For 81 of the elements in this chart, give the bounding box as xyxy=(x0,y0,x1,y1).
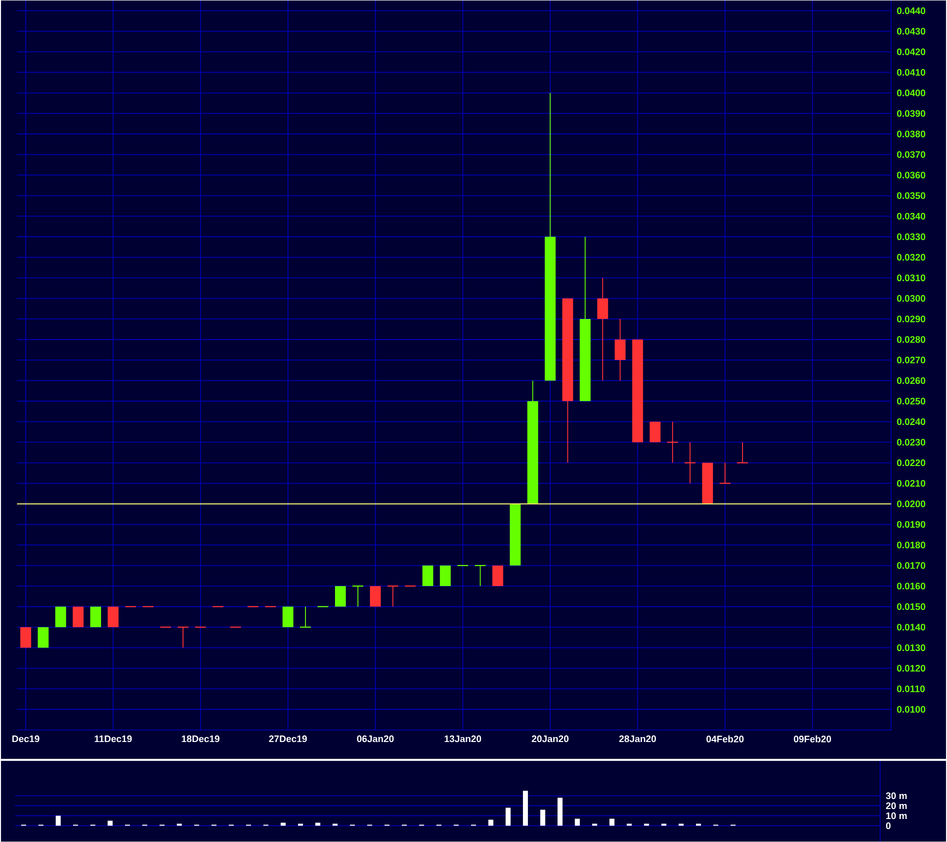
y-tick-label: 0.0360 xyxy=(897,172,926,178)
y-tick-label: 0.0300 xyxy=(897,294,926,302)
x-tick-label: 20Jan20 xyxy=(532,735,569,742)
candlestick xyxy=(719,462,732,484)
x-tick-label: 04Feb20 xyxy=(706,735,744,742)
x-tick-label: Dec19 xyxy=(12,735,40,742)
candlestick xyxy=(282,606,294,628)
candlestick xyxy=(684,442,696,484)
y-tick-label: 0.0380 xyxy=(897,130,926,138)
bar xyxy=(315,822,320,826)
bar xyxy=(506,808,511,826)
candlestick xyxy=(614,318,626,381)
y-tick-label: 0.0160 xyxy=(897,582,926,590)
y-tick-label: 30 m xyxy=(886,792,907,800)
y-tick-label: 0.0210 xyxy=(897,480,926,487)
y-tick-label: 0.0200 xyxy=(897,500,926,508)
bar xyxy=(540,810,546,826)
y-tick-label: 0.0240 xyxy=(897,418,926,425)
y-tick-label: 0.0330 xyxy=(897,233,926,240)
y-tick-label: 0.0120 xyxy=(897,664,926,672)
candlestick xyxy=(55,606,66,628)
candlestick xyxy=(108,606,119,628)
y-tick-label: 0.0430 xyxy=(897,28,926,35)
bar xyxy=(522,790,528,826)
y-tick-label: 0.0270 xyxy=(897,356,926,364)
bar xyxy=(108,820,113,826)
x-tick-label: 09Feb20 xyxy=(794,735,832,742)
candlestick xyxy=(72,606,84,628)
candlestick xyxy=(299,606,312,628)
candlestick xyxy=(352,585,364,608)
y-tick-label: 0.0230 xyxy=(897,438,926,446)
y-tick-label: 0.0410 xyxy=(897,68,926,76)
y-tick-label: 0.0290 xyxy=(897,316,926,322)
x-tick-label: 11Dec19 xyxy=(94,735,132,742)
candlestick xyxy=(334,586,346,608)
y-tick-label: 0.0310 xyxy=(897,274,926,282)
y-tick-label: 0.0250 xyxy=(897,398,926,404)
candlestick xyxy=(736,442,748,464)
y-tick-label: 0.0320 xyxy=(897,254,926,261)
y-tick-label: 0.0390 xyxy=(897,110,926,117)
y-tick-label: 0.0100 xyxy=(897,706,926,713)
candlestick xyxy=(90,606,102,628)
y-tick-label: 0.0110 xyxy=(897,685,925,692)
candlestick xyxy=(650,421,661,443)
y-tick-label: 0.0190 xyxy=(897,521,926,528)
y-tick-label: 0.0140 xyxy=(897,624,926,630)
candlestick xyxy=(177,626,190,648)
x-tick-label: 27Dec19 xyxy=(269,735,307,742)
candlestick xyxy=(666,421,679,464)
bar xyxy=(280,822,286,826)
bar xyxy=(574,818,580,826)
y-tick-label: 0.0150 xyxy=(897,603,926,610)
x-tick-label: 28Jan20 xyxy=(619,735,656,742)
y-tick-label: 0.0220 xyxy=(897,459,926,466)
candlestick xyxy=(370,586,381,608)
y-tick-label: 0.0260 xyxy=(897,377,926,384)
y-tick-label: 0.0180 xyxy=(897,542,926,548)
y-tick-label: 0.0170 xyxy=(897,562,926,569)
x-tick-label: 06Jan20 xyxy=(357,735,394,742)
candlestick xyxy=(38,626,49,648)
y-tick-label: 0.0130 xyxy=(897,644,926,652)
y-tick-label: 0.0280 xyxy=(897,336,926,343)
y-tick-label: 0.0440 xyxy=(897,7,926,14)
y-tick-label: 0.0340 xyxy=(897,212,926,220)
y-tick-label: 0.0350 xyxy=(897,192,926,199)
bar xyxy=(488,820,494,826)
candlestick xyxy=(20,626,32,648)
bar xyxy=(609,818,614,826)
candlestick xyxy=(474,564,486,586)
y-tick-label: 20 m xyxy=(886,802,907,810)
candlestick xyxy=(597,277,608,381)
y-tick-label: 0.0420 xyxy=(897,48,926,56)
y-tick-label: 0.0400 xyxy=(897,89,926,96)
y-tick-label: 0 xyxy=(886,822,891,830)
bar xyxy=(56,816,61,826)
x-tick-label: 13Jan20 xyxy=(444,735,482,742)
y-tick-label: 10 m xyxy=(886,812,907,820)
bar xyxy=(558,798,563,826)
y-tick-label: 0.0370 xyxy=(897,151,926,158)
x-tick-label: 18Dec19 xyxy=(182,735,220,742)
candlestick xyxy=(386,585,399,608)
